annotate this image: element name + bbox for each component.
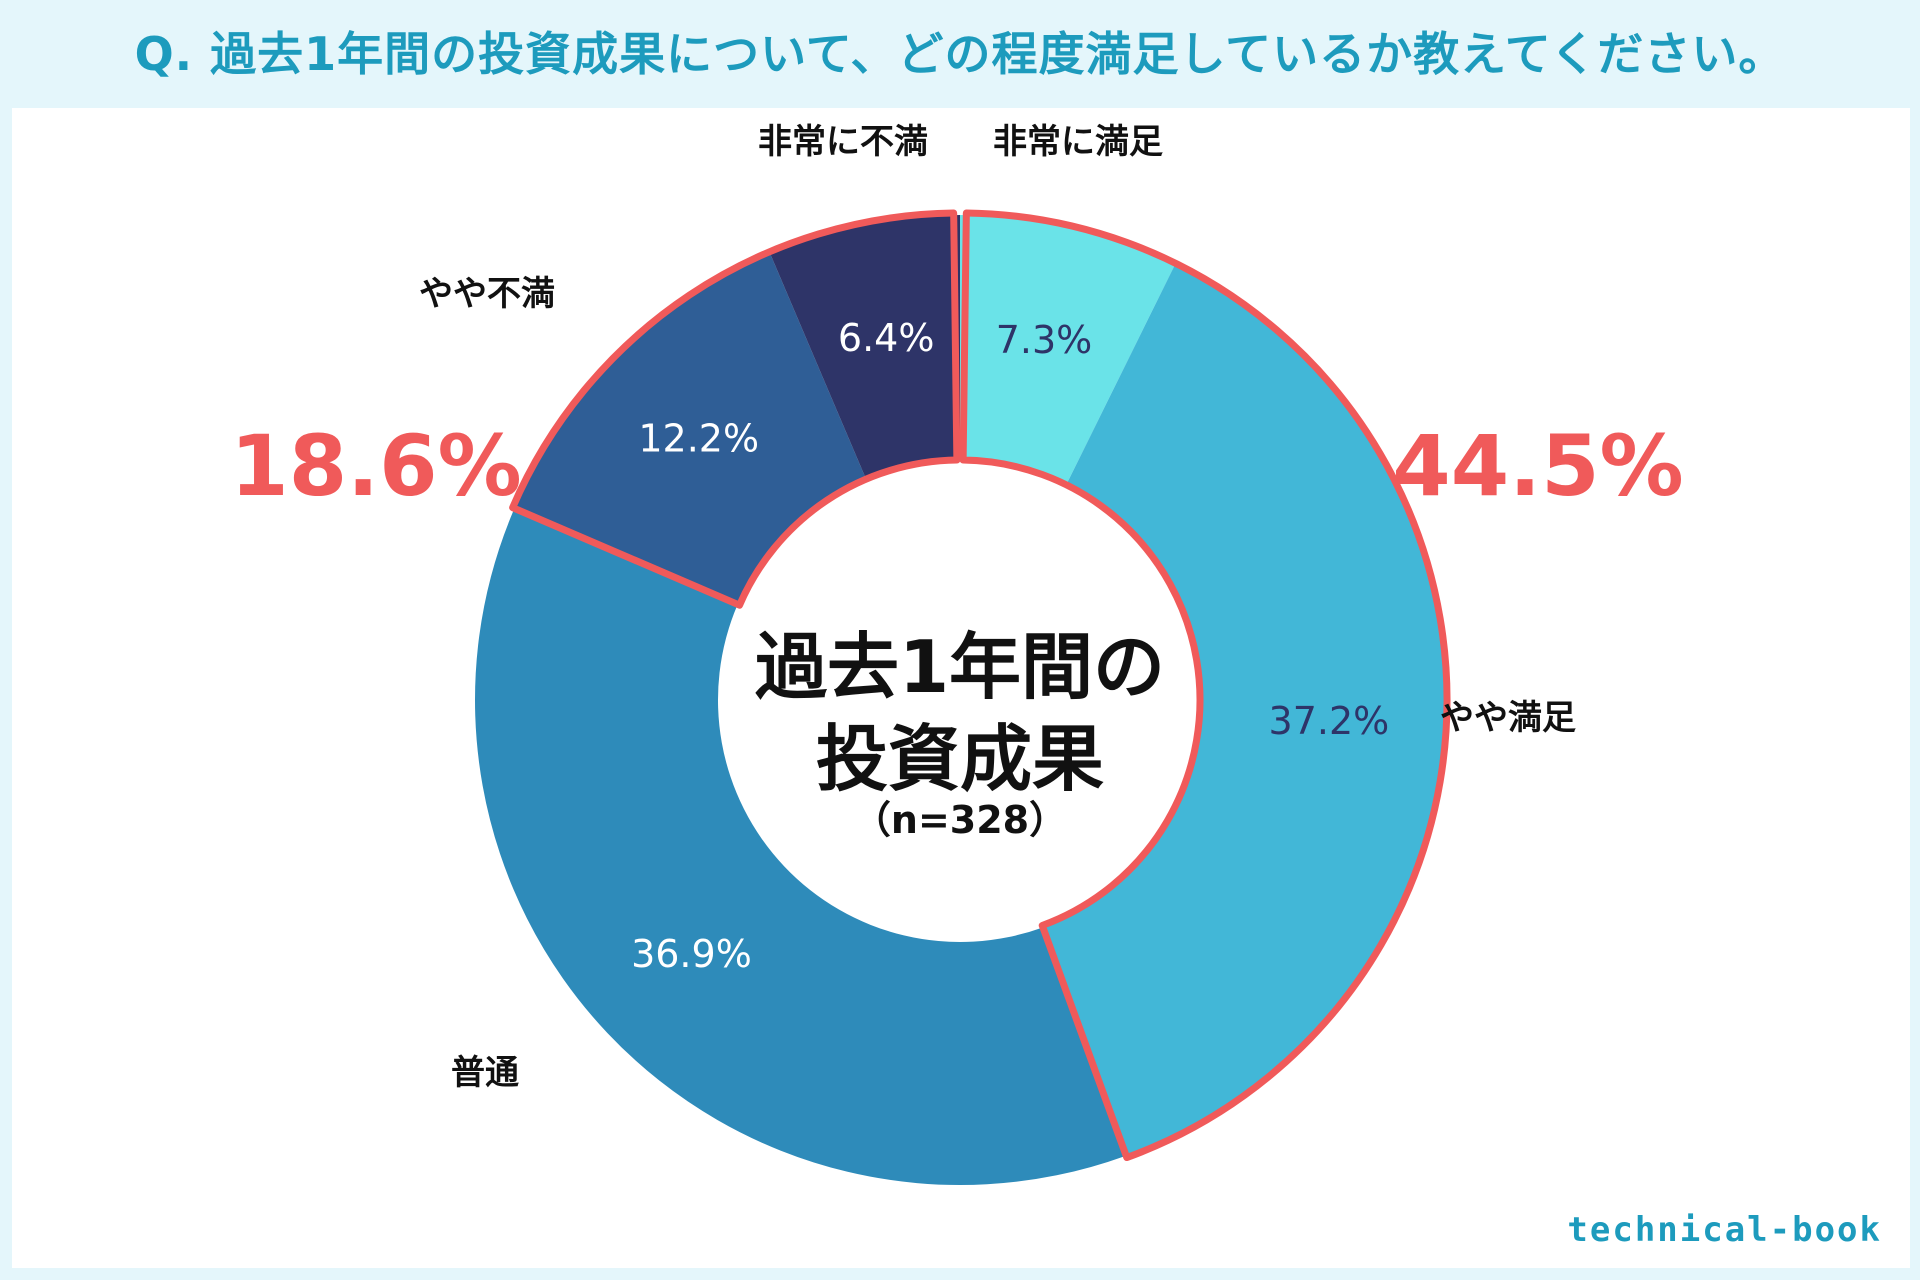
brand-logo: technical-book (1567, 1210, 1882, 1250)
slice-value-label-2: 36.9% (631, 932, 752, 976)
category-label-0: 非常に満足 (993, 122, 1163, 162)
center-title-line1: 過去1年間の (755, 625, 1165, 709)
chart-title: Q. 過去1年間の投資成果について、どの程度満足しているか教えてください。 (134, 27, 1786, 81)
slice-value-label-4: 6.4% (838, 316, 935, 360)
group-total-label-0: 44.5% (1392, 417, 1683, 515)
category-label-1: やや満足 (1440, 698, 1576, 738)
category-label-4: 非常に不満 (758, 122, 928, 162)
slice-value-label-3: 12.2% (638, 417, 759, 461)
center-title-line2: 投資成果 (816, 717, 1104, 801)
slice-value-label-0: 7.3% (996, 318, 1093, 362)
group-total-label-1: 18.6% (230, 417, 521, 515)
slice-4 (770, 215, 960, 478)
center-sample-size: （n=328） (853, 798, 1067, 842)
slice-value-label-1: 37.2% (1269, 699, 1390, 743)
category-label-2: 普通 (451, 1053, 519, 1093)
slice-3 (513, 253, 866, 606)
group-outline-0 (959, 209, 1451, 1162)
category-label-3: やや不満 (419, 274, 555, 314)
slice-2 (474, 510, 1125, 1185)
group-outline-1 (509, 209, 961, 609)
slice-0 (960, 215, 1175, 484)
slice-1 (1041, 265, 1446, 1157)
